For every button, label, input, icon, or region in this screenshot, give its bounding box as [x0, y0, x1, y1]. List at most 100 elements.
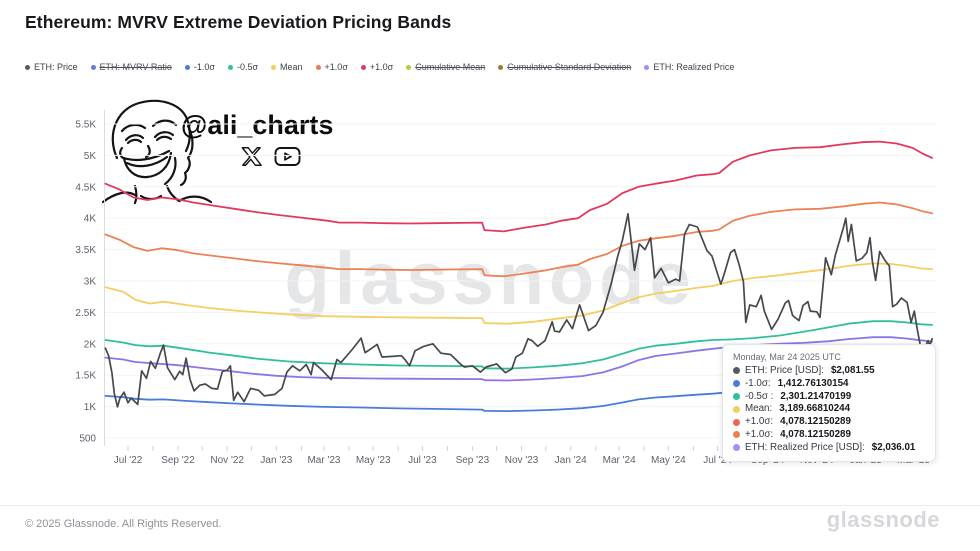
legend: ETH: Price ETH: MVRV Ratio -1.0σ -0.5σ Mean +… — [25, 62, 734, 72]
tooltip-rows: ETH: Price [USD]: $2,081.55 -1.0σ: 1,412.76… — [733, 365, 925, 454]
face-left-eyebrow — [120, 123, 147, 133]
glassnode-footer-logo: glassnode — [826, 507, 940, 532]
tooltip-value: $2,036.01 — [871, 441, 916, 453]
tooltip-label: +1.0σ: — [745, 428, 774, 440]
tooltip-row: -1.0σ: 1,412.76130154 — [733, 378, 925, 390]
face-cheek-crease — [119, 146, 125, 160]
y-tick-label: 5K — [84, 151, 97, 162]
legend-dot-icon — [360, 64, 366, 70]
y-tick-label: 2K — [84, 339, 97, 350]
tooltip-dot-icon — [733, 380, 740, 388]
tooltip-row: Mean: 3,189.66810244 — [733, 403, 925, 415]
x-tick-label: May '24 — [651, 455, 686, 466]
x-tick-label: May '23 — [356, 455, 391, 466]
legend-item[interactable]: Cumulative Mean — [406, 62, 485, 72]
legend-label: +1.0σ — [324, 62, 348, 72]
face-left-eye — [124, 134, 145, 142]
x-tick-label: Mar '23 — [307, 455, 340, 466]
tooltip-dot-icon — [733, 444, 740, 452]
tooltip-value: 4,078.12150289 — [780, 416, 851, 428]
legend-item[interactable]: Mean — [271, 62, 303, 72]
tooltip-date: Monday, Mar 24 2025 UTC — [733, 352, 841, 362]
ali-charts-face-drawing — [94, 96, 216, 209]
face-teeth-line — [125, 155, 169, 168]
legend-dot-icon — [271, 64, 277, 70]
series-eth-price — [104, 212, 933, 408]
glassnode-watermark-text: glassnode — [285, 236, 696, 321]
legend-dot-icon — [90, 64, 96, 70]
face-nose — [144, 144, 151, 159]
legend-label: Cumulative Mean — [415, 62, 486, 72]
legend-item[interactable]: -0.5σ — [227, 62, 259, 72]
y-tick-label: 4K — [84, 214, 97, 225]
series-plus-1-sigma — [104, 201, 933, 278]
y-tick-label: 4.5K — [75, 182, 96, 193]
tooltip-label: +1.0σ: — [745, 416, 774, 428]
ali-charts-handle: @ali_charts — [181, 110, 333, 141]
tooltip-row: -0.5σ : 2,301.21470199 — [733, 391, 925, 403]
tooltip-label: ETH: Price [USD]: — [745, 365, 824, 376]
tooltip-label: Mean: — [745, 403, 773, 415]
legend-dot-icon — [315, 64, 321, 70]
legend-item[interactable]: Cumulative Standard Deviation — [498, 62, 631, 72]
legend-dot-icon — [644, 64, 650, 70]
tooltip-label: -0.5σ : — [745, 390, 774, 402]
y-tick-label: 2.5K — [75, 308, 96, 319]
legend-dot-icon — [25, 64, 30, 70]
x-tick-label: Nov '23 — [505, 455, 539, 466]
legend-item[interactable]: +1.0σ — [360, 62, 394, 72]
tooltip-value: 3,189.66810244 — [779, 403, 851, 415]
legend-item[interactable]: -1.0σ — [184, 62, 215, 72]
face-neck-left — [133, 184, 138, 205]
tooltip-label: ETH: Realized Price [USD]: — [745, 441, 865, 453]
face-chin — [163, 156, 177, 186]
tooltip-value: 1,412.76130154 — [777, 377, 849, 389]
tooltip-dot-icon — [733, 418, 740, 426]
x-tick-label: Jul '24 — [703, 455, 732, 466]
x-tick-label: Jan '23 — [260, 455, 292, 466]
y-tick-label: 3.5K — [75, 245, 96, 256]
series-minus-0-5-sigma — [104, 320, 933, 370]
chart-tooltip: Monday, Mar 24 2025 UTC ETH: Price [USD]… — [722, 344, 936, 462]
legend-item[interactable]: +1.0σ — [315, 62, 348, 72]
legend-label: -0.5σ — [236, 62, 259, 72]
footer-divider — [0, 505, 980, 506]
face-head-outline — [111, 99, 191, 160]
tooltip-row: +1.0σ: 4,078.12150289 — [733, 416, 925, 428]
youtube-logo-icon — [274, 147, 301, 166]
face-mouth-top — [122, 149, 171, 162]
tooltip-dot-icon — [733, 431, 740, 439]
x-tick-label: Jul '23 — [408, 455, 437, 466]
legend-item[interactable]: ETH: Price — [25, 62, 78, 72]
legend-dot-icon — [227, 64, 233, 70]
legend-dot-icon — [498, 64, 504, 70]
x-tick-label: Nov '22 — [210, 455, 244, 466]
tooltip-value: 4,078.12150289 — [780, 428, 851, 440]
legend-item[interactable]: ETH: Realized Price — [644, 62, 734, 72]
legend-label: ETH: Price — [34, 62, 78, 72]
tooltip-dot-icon — [733, 392, 740, 400]
y-tick-label: 500 — [79, 434, 96, 445]
series-plus-1-sigma-upper — [104, 140, 933, 233]
x-tick-label: Jan '24 — [555, 455, 587, 466]
legend-label: ETH: MVRV Ratio — [99, 62, 172, 72]
y-tick-label: 5.5K — [75, 120, 96, 131]
legend-dot-icon — [184, 64, 190, 70]
legend-label: Cumulative Standard Deviation — [507, 62, 632, 72]
face-right-eye — [153, 131, 175, 139]
tooltip-row: +1.0σ: 4,078.12150289 — [733, 429, 925, 441]
y-tick-label: 3K — [84, 277, 97, 288]
tooltip-label: -1.0σ: — [745, 377, 771, 389]
face-shoulder-left — [101, 191, 137, 204]
tooltip-value: $2,081.55 — [830, 365, 875, 376]
legend-label: -1.0σ — [193, 62, 215, 72]
legend-label: Mean — [280, 62, 303, 72]
tooltip-row: ETH: Price [USD]: $2,081.55 — [733, 365, 925, 377]
legend-item[interactable]: ETH: MVRV Ratio — [90, 62, 172, 72]
face-left-eye-crease — [126, 138, 143, 145]
x-tick-label: Mar '24 — [603, 455, 636, 466]
legend-label: +1.0σ — [369, 62, 394, 72]
tooltip-value: 2,301.21470199 — [780, 390, 852, 402]
